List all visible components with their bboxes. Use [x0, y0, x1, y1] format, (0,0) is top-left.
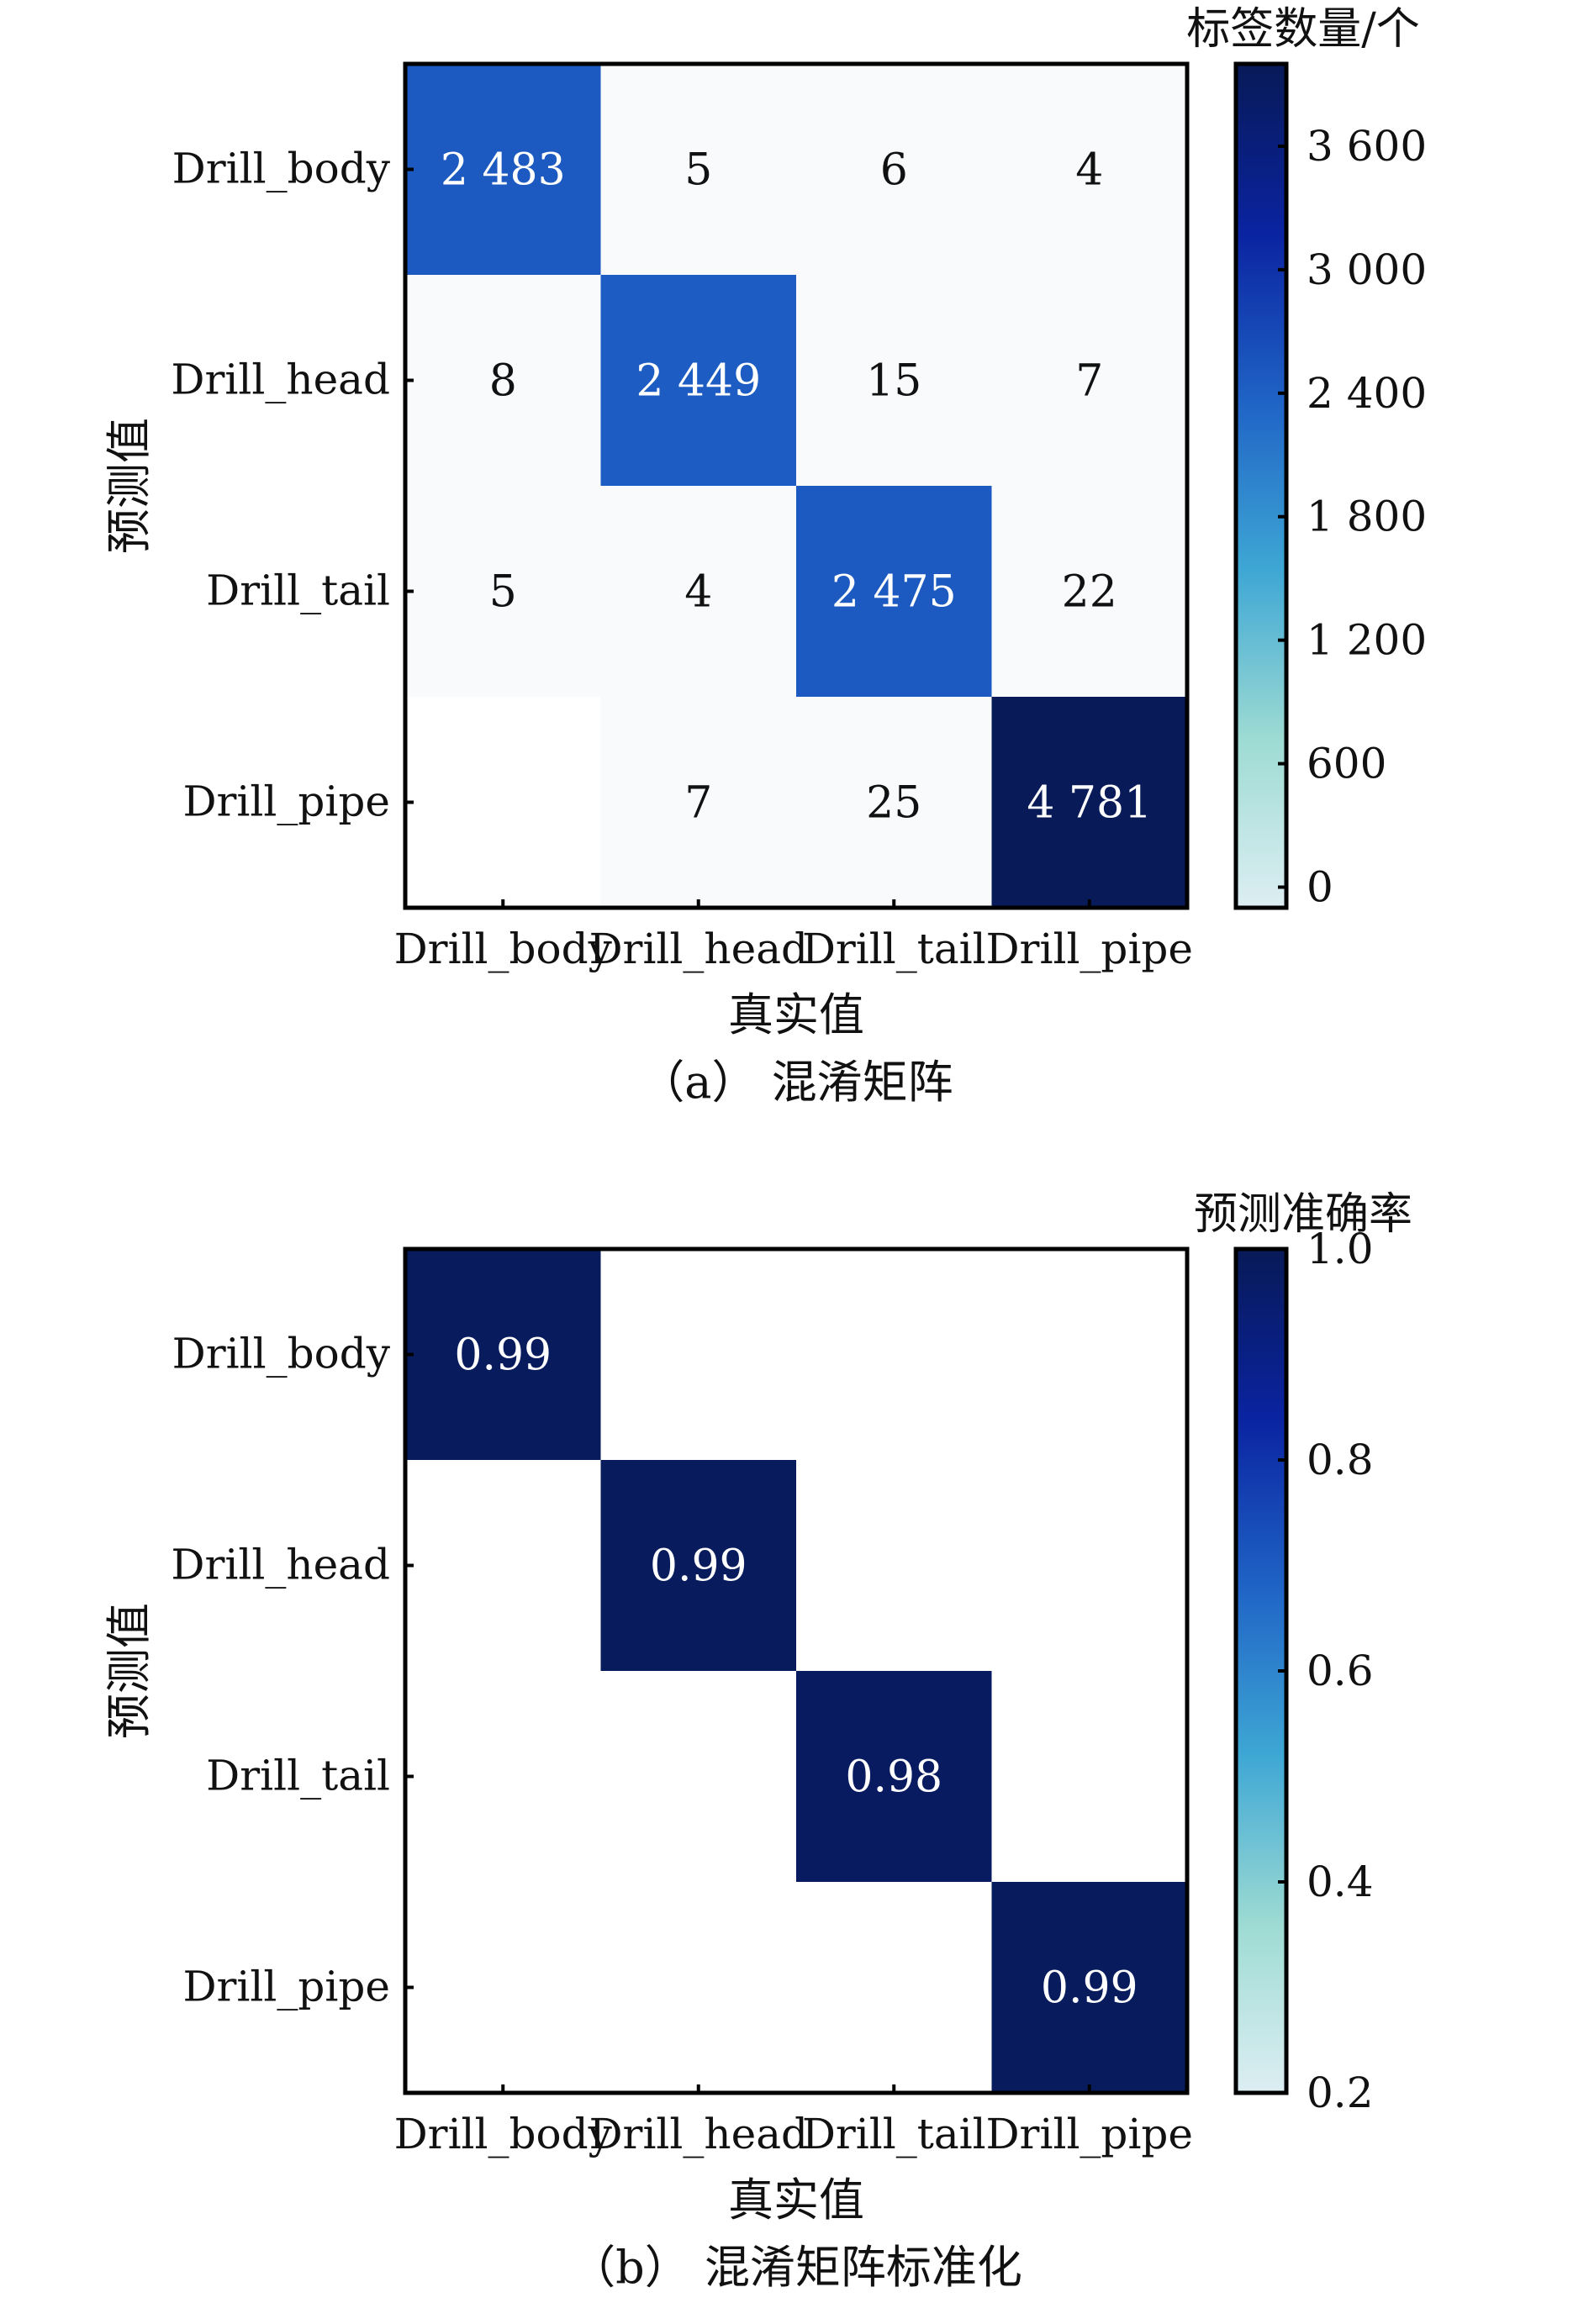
matrix-cell: [405, 486, 601, 698]
matrix-cell: [600, 486, 797, 698]
matrix-cell: [991, 64, 1188, 276]
matrix-cell: [600, 697, 797, 909]
colorbar-tick-label: 2 400: [1307, 369, 1427, 418]
colorbar-tick-label: 0.8: [1307, 1436, 1374, 1484]
x-tick-label: Drill_body: [394, 925, 613, 973]
y-tick-label: Drill_body: [172, 145, 391, 193]
figure-caption: （a） 混淆矩阵: [639, 1056, 953, 1109]
colorbar-title: 标签数量/个: [1186, 4, 1420, 55]
matrix-cell: [796, 1249, 992, 1461]
y-axis-title: 预测值: [103, 1603, 156, 1739]
x-axis-title: 真实值: [728, 2174, 864, 2227]
confusion-matrix-svg: 2 483 5 6 4 8 2 449 15 7 5 4 2 475 22 7 25 4 781 Drill_…: [103, 4, 1427, 1109]
matrix-cell: [600, 1460, 797, 1672]
colorbar-tick-label: 600: [1307, 740, 1386, 788]
cell-value-label: 0.99: [650, 1541, 747, 1592]
matrix-cell: [991, 486, 1188, 698]
x-tick-label: Drill_pipe: [985, 925, 1193, 973]
matrix-cell: [991, 1249, 1188, 1461]
colorbar-tick-label: 1.0: [1307, 1225, 1374, 1273]
matrix-cell: [991, 1882, 1188, 2094]
cell-value-label: 5: [489, 567, 517, 618]
matrix-cell: [600, 1671, 797, 1883]
normalized-confusion-matrix-svg: 0.990.990.980.99Drill_bodyDrill_bodyDril…: [103, 1189, 1412, 2294]
x-tick-label: Drill_head: [589, 2110, 808, 2158]
matrix-cell: [405, 1882, 601, 2094]
cell-value-label: 7: [684, 778, 712, 829]
cell-value-label: 22: [1062, 567, 1117, 618]
cell-value-label: 7: [1075, 356, 1103, 407]
cell-value-label: 4: [1075, 145, 1103, 196]
matrix-cell: [600, 64, 797, 276]
cell-value-label: 25: [866, 778, 921, 829]
matrix-cell: [991, 697, 1188, 909]
cell-value-label: 6: [880, 145, 908, 196]
colorbar-tick-label: 0.2: [1307, 2068, 1374, 2117]
colorbar-tick-label: 0: [1307, 863, 1333, 912]
colorbar: [1233, 61, 1289, 910]
matrix-cell: [991, 275, 1188, 487]
matrix-cell: [405, 697, 601, 909]
cell-value-label: 5: [684, 145, 712, 196]
matrix-cell: [405, 1249, 601, 1461]
colorbar-tick-label: 1 800: [1307, 493, 1427, 541]
colorbar-tick-label: 3 000: [1307, 245, 1427, 294]
cell-value-label: 2 475: [831, 567, 957, 618]
y-tick-label: Drill_pipe: [182, 777, 390, 826]
y-tick-label: Drill_pipe: [182, 1963, 390, 2011]
cell-value-label: 15: [866, 356, 921, 407]
matrix-cell: [796, 486, 992, 698]
figure-caption: （b） 混淆矩阵标准化: [570, 2241, 1022, 2294]
matrix-cell: [991, 1671, 1188, 1883]
cell-value-label: 4 781: [1027, 778, 1152, 829]
y-axis-title: 预测值: [103, 418, 156, 554]
colorbar-tick-label: 1 200: [1307, 616, 1427, 665]
y-tick-label: Drill_head: [171, 356, 390, 404]
matrix-cell: [405, 1671, 601, 1883]
matrix-cell: [600, 1882, 797, 2094]
matrix-cell: [600, 275, 797, 487]
x-tick-label: Drill_tail: [802, 925, 986, 973]
matrix-cell: [796, 1460, 992, 1672]
colorbar-title: 预测准确率: [1194, 1189, 1412, 1240]
colorbar-tick-label: 0.6: [1307, 1647, 1374, 1695]
x-axis-title: 真实值: [728, 988, 864, 1041]
cell-value-label: 0.98: [845, 1752, 942, 1803]
x-tick-label: Drill_head: [589, 925, 808, 973]
matrix-cell: [405, 1460, 601, 1672]
cell-value-label: 0.99: [1041, 1963, 1138, 2014]
confusion-matrix-chart: 2 483 5 6 4 8 2 449 15 7 5 4 2 475 22 7 25 4 781 Drill_…: [0, 0, 1589, 1143]
matrix-cell: [796, 1671, 992, 1883]
matrix-cell: [796, 697, 992, 909]
matrix-cell: [796, 1882, 992, 2094]
x-tick-label: Drill_pipe: [985, 2110, 1193, 2158]
cell-value-label: 2 483: [441, 145, 566, 196]
cell-value-label: 0.99: [454, 1331, 552, 1381]
matrix-cell: [405, 64, 601, 276]
x-tick-label: Drill_tail: [802, 2110, 986, 2158]
matrix-cell: [796, 64, 992, 276]
cell-value-label: 4: [684, 567, 712, 618]
plot-frame: [403, 1246, 1190, 2095]
plot-frame: [403, 61, 1190, 910]
x-tick-label: Drill_body: [394, 2110, 613, 2158]
cell-value-label: 2 449: [636, 356, 761, 407]
normalized-confusion-matrix-chart: 0.99 0.99 0.98 0.99 Drill_body Drill_body Dril…: [0, 1160, 1589, 2324]
matrix-cell: [405, 275, 601, 487]
y-tick-label: Drill_tail: [206, 567, 390, 615]
y-tick-label: Drill_body: [172, 1330, 391, 1378]
y-tick-label: Drill_tail: [206, 1752, 390, 1800]
matrix-cell: [600, 1249, 797, 1461]
colorbar-tick-label: 3 600: [1307, 122, 1427, 171]
y-tick-label: Drill_head: [171, 1541, 390, 1589]
cell-value-label: 8: [489, 356, 517, 407]
colorbar-tick-label: 0.4: [1307, 1858, 1374, 1906]
matrix-cell: [991, 1460, 1188, 1672]
matrix-cell: [796, 275, 992, 487]
